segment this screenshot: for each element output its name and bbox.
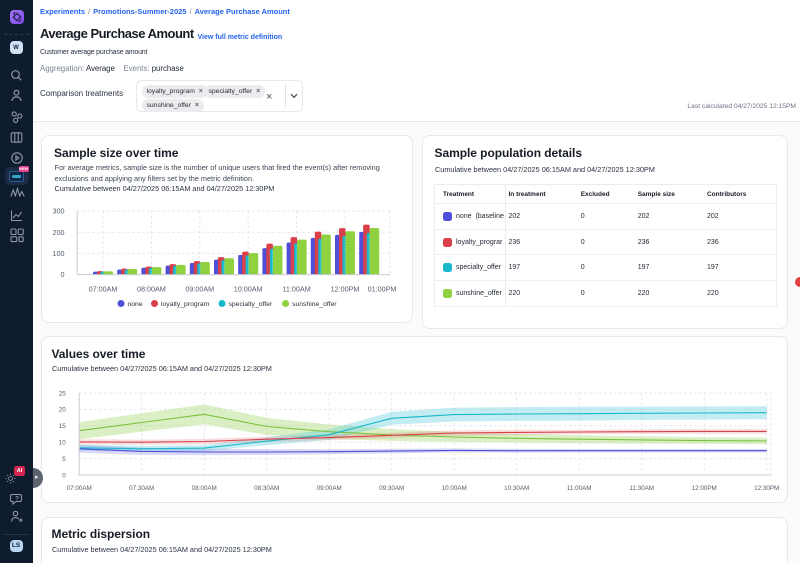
svg-text:25: 25 [59, 390, 67, 397]
svg-text:20: 20 [59, 407, 67, 414]
svg-text:15: 15 [59, 423, 67, 430]
svg-text:09:30AM: 09:30AM [379, 485, 404, 492]
svg-text:100: 100 [53, 249, 65, 258]
svg-text:0: 0 [61, 270, 65, 279]
svg-text:09:00AM: 09:00AM [185, 285, 214, 294]
svg-text:08:00AM: 08:00AM [192, 485, 217, 492]
svg-text:none: none [128, 301, 143, 308]
svg-text:12:30PM: 12:30PM [754, 485, 779, 492]
svg-text:300: 300 [53, 207, 65, 216]
svg-text:10:00AM: 10:00AM [234, 285, 263, 294]
svg-text:11:00AM: 11:00AM [282, 285, 310, 294]
svg-text:07:00AM: 07:00AM [67, 485, 92, 492]
svg-text:11:30AM: 11:30AM [629, 485, 654, 492]
svg-text:07:00AM: 07:00AM [89, 285, 118, 294]
svg-text:07:30AM: 07:30AM [129, 485, 154, 492]
svg-text:loyalty_program: loyalty_program [161, 301, 210, 308]
svg-text:12:00PM: 12:00PM [331, 285, 360, 294]
svg-text:sunshine_offer: sunshine_offer [292, 301, 337, 308]
svg-text:09:00AM: 09:00AM [317, 485, 342, 492]
svg-text:01:00PM: 01:00PM [368, 285, 397, 294]
svg-text:?: ? [15, 496, 19, 502]
svg-text:12:00PM: 12:00PM [692, 485, 717, 492]
svg-text:0: 0 [62, 472, 66, 479]
svg-text:11:00AM: 11:00AM [567, 485, 592, 492]
svg-text:08:00AM: 08:00AM [137, 285, 166, 294]
svg-text:10: 10 [59, 440, 67, 447]
svg-text:200: 200 [53, 228, 65, 237]
svg-text:specialty_offer: specialty_offer [229, 301, 273, 308]
svg-text:5: 5 [62, 456, 66, 463]
svg-text:10:30AM: 10:30AM [504, 485, 529, 492]
svg-text:10:00AM: 10:00AM [442, 485, 467, 492]
svg-text:08:30AM: 08:30AM [254, 485, 279, 492]
